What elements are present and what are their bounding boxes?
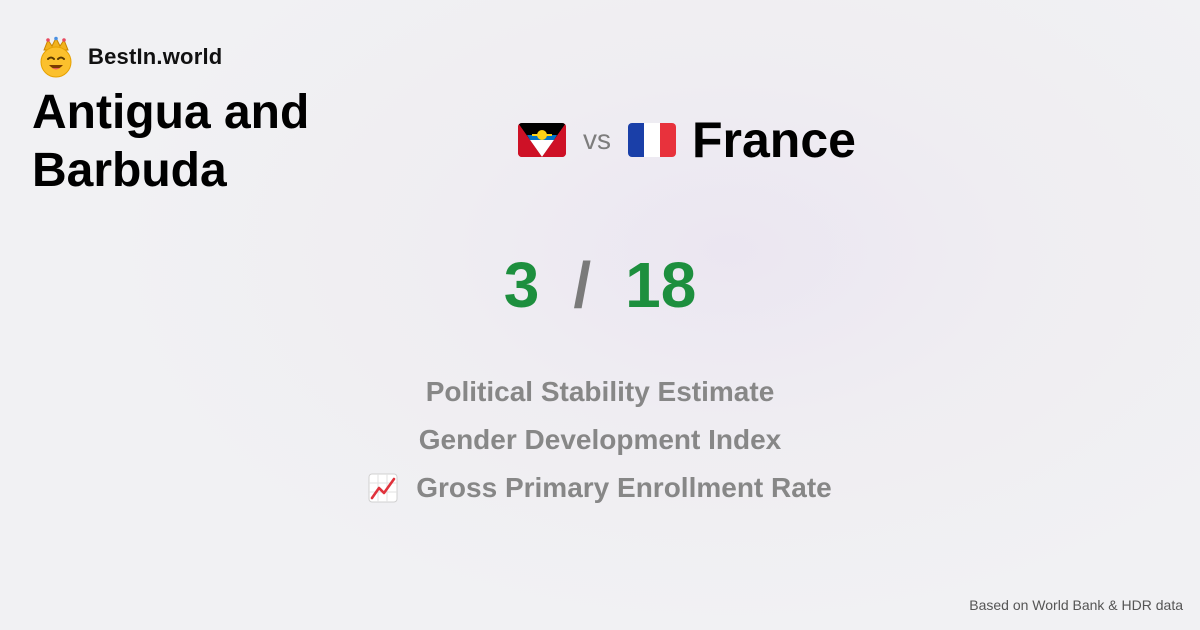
brand[interactable]: BestIn.world <box>38 36 222 78</box>
metric-item: Gross Primary Enrollment Rate <box>0 464 1200 512</box>
metric-label: Political Stability Estimate <box>425 376 775 407</box>
right-country-name: France <box>692 112 856 168</box>
right-score: 18 <box>625 249 697 321</box>
vs-label: vs <box>583 124 611 155</box>
left-score: 3 <box>503 249 540 321</box>
metric-list: Political Stability Estimate Gender Deve… <box>0 368 1200 512</box>
france-flag-icon <box>628 123 676 157</box>
data-source-note: Based on World Bank & HDR data <box>969 597 1183 613</box>
score-separator: / <box>573 249 592 321</box>
brand-name: BestIn.world <box>88 44 223 69</box>
metric-label: Gross Primary Enrollment Rate <box>416 472 832 503</box>
chart-increasing-icon <box>368 473 398 503</box>
score: 3 / 18 <box>0 248 1200 322</box>
crowned-smiley-icon <box>40 36 72 78</box>
left-country-name: Antigua and Barbuda <box>32 86 310 197</box>
antigua-and-barbuda-flag-icon <box>518 123 566 157</box>
metric-label: Gender Development Index <box>418 424 782 455</box>
versus-row: vs France <box>518 110 856 170</box>
metric-item: Political Stability Estimate <box>0 368 1200 416</box>
metric-item: Gender Development Index <box>0 416 1200 464</box>
